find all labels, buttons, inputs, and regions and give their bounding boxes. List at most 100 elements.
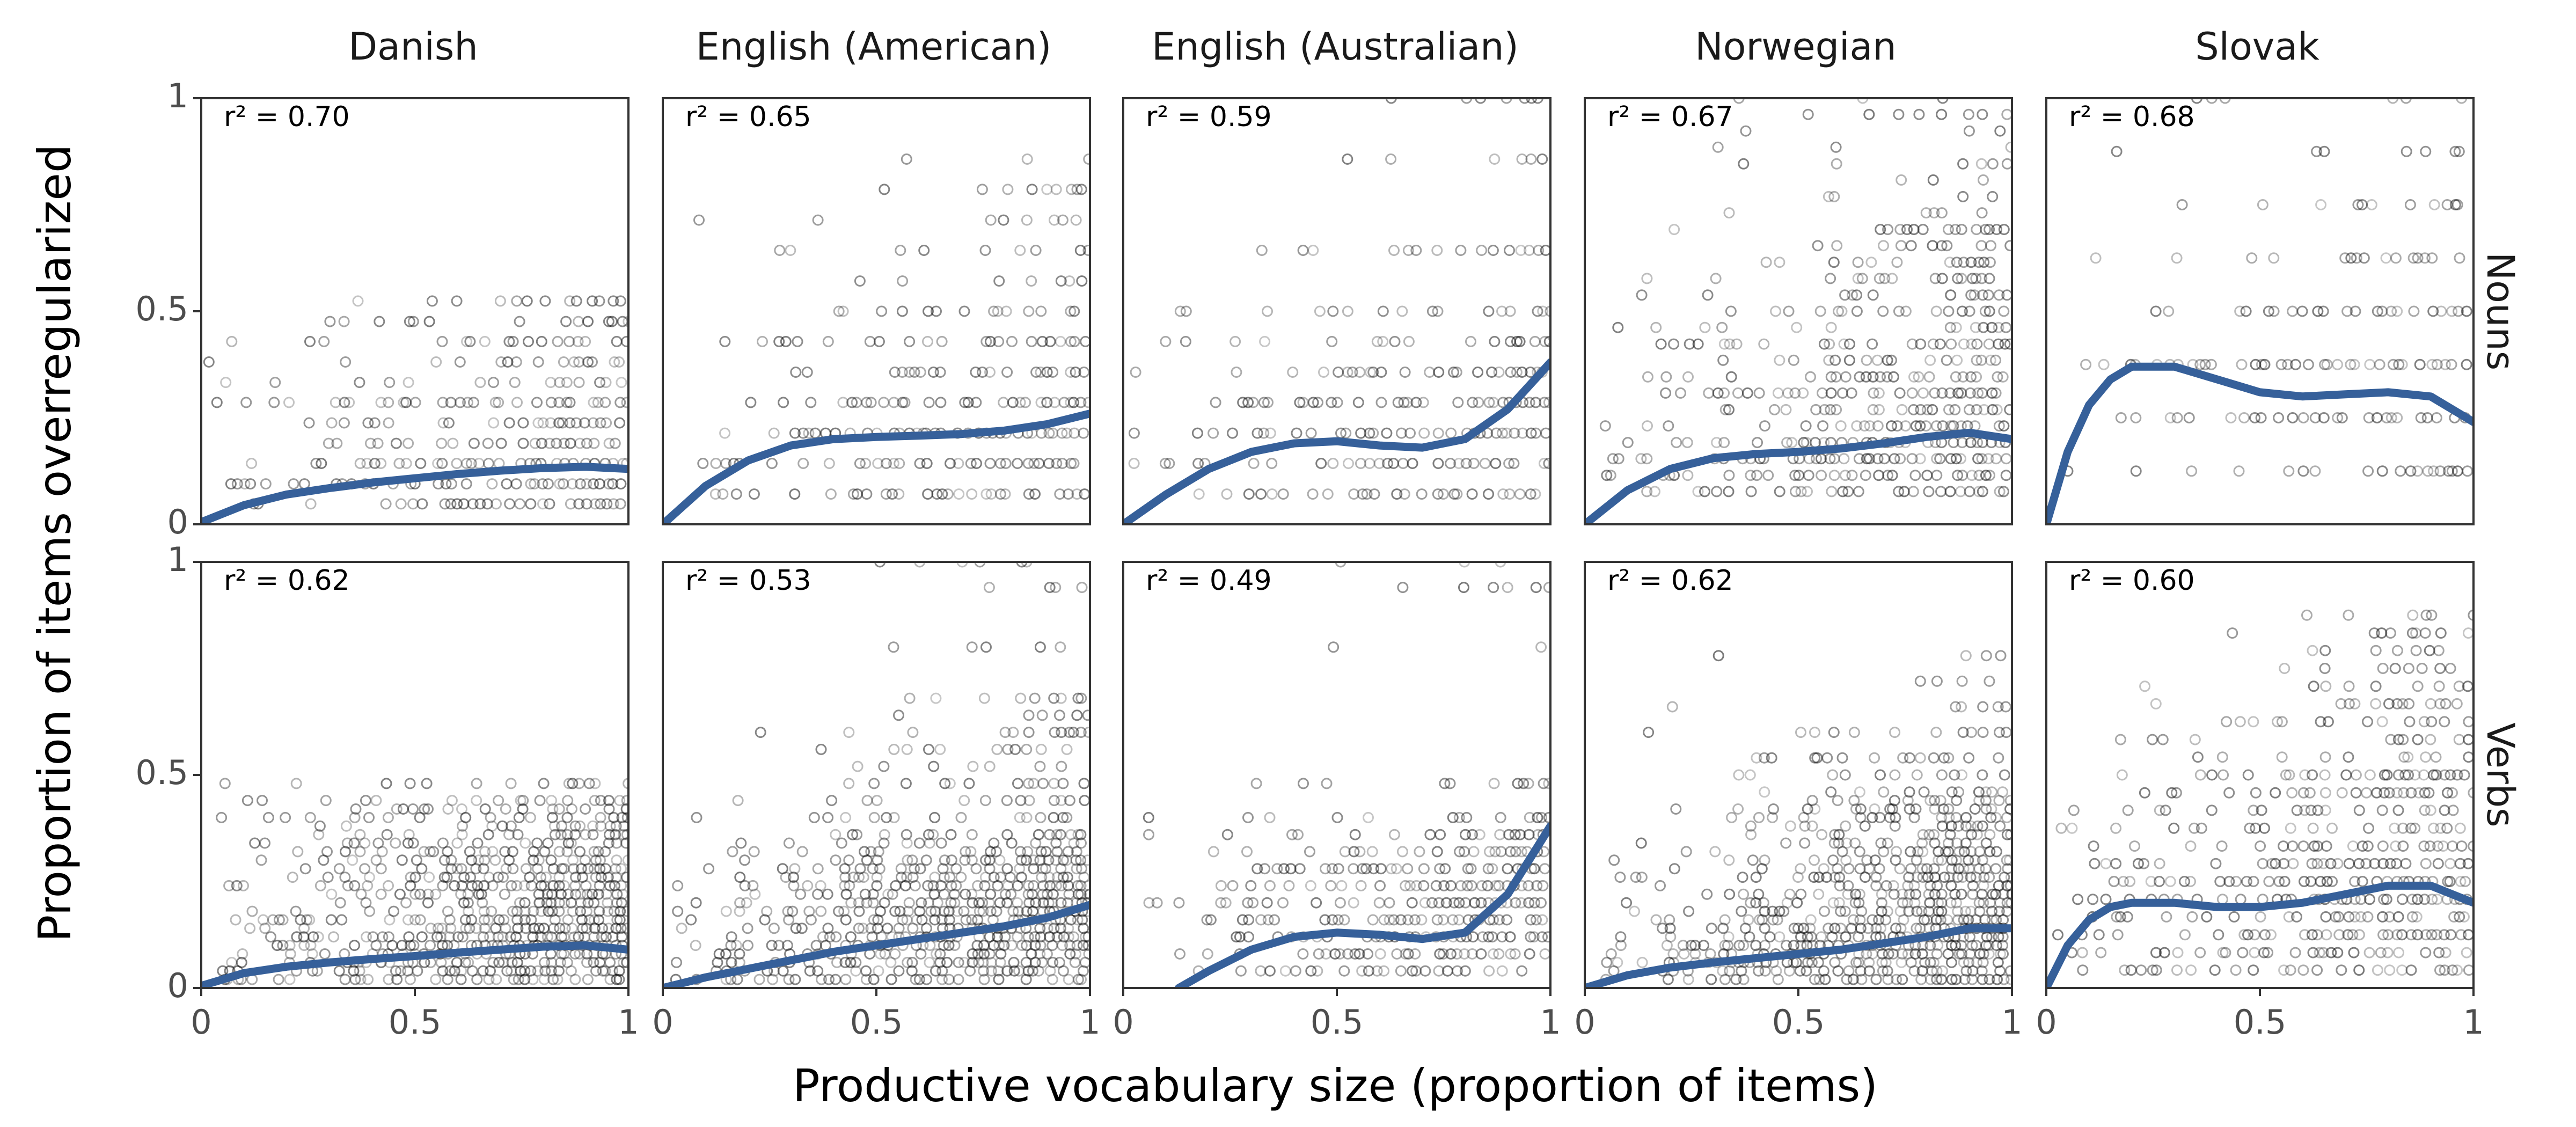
data-point <box>1237 397 1249 408</box>
data-point <box>852 488 863 500</box>
data-point <box>203 356 215 368</box>
data-point <box>812 965 824 977</box>
data-point <box>2446 305 2458 317</box>
data-point <box>1717 354 1729 366</box>
data-point <box>2308 840 2320 852</box>
data-point <box>2186 911 2198 923</box>
data-point <box>1832 863 1843 875</box>
data-point <box>888 397 900 408</box>
data-point <box>2434 465 2446 477</box>
data-point <box>1813 888 1825 900</box>
data-point <box>1495 811 1506 823</box>
data-point <box>1014 846 1026 858</box>
data-point <box>796 846 808 858</box>
data-point <box>781 940 793 952</box>
data-point <box>893 965 905 977</box>
data-point <box>1950 224 1961 236</box>
data-point <box>1821 872 1833 883</box>
data-point <box>2405 465 2417 477</box>
data-point <box>840 974 852 985</box>
data-point <box>910 974 921 985</box>
data-point <box>2391 929 2403 941</box>
data-point <box>1956 437 1968 449</box>
data-point <box>1933 897 1944 909</box>
data-point <box>583 914 595 926</box>
data-point <box>245 478 257 490</box>
data-point <box>2350 305 2361 317</box>
data-point <box>505 931 516 943</box>
data-point <box>888 641 899 653</box>
data-point <box>1192 458 1204 469</box>
data-point <box>709 488 721 500</box>
data-point <box>872 923 883 934</box>
data-point <box>409 872 421 883</box>
data-point <box>984 335 996 347</box>
data-point <box>400 397 412 408</box>
data-point <box>1987 158 1999 170</box>
data-point <box>2392 804 2404 816</box>
data-point <box>587 820 599 832</box>
data-point <box>1994 727 2005 738</box>
data-point <box>1061 743 1073 755</box>
data-point <box>2228 911 2240 923</box>
data-point <box>1605 948 1617 960</box>
data-point <box>1994 125 2006 137</box>
data-point <box>594 377 606 389</box>
data-point <box>999 727 1011 738</box>
data-point <box>972 948 984 960</box>
data-point <box>514 498 526 510</box>
data-point <box>853 905 865 917</box>
data-point <box>2272 716 2283 728</box>
data-point <box>1998 305 2010 317</box>
data-point <box>833 305 845 317</box>
data-point <box>1870 923 1882 934</box>
data-point <box>748 488 760 500</box>
data-point <box>943 974 955 985</box>
data-point <box>604 956 616 968</box>
data-point <box>900 778 912 789</box>
data-point <box>1055 897 1067 909</box>
data-point <box>1909 470 1921 481</box>
data-point <box>423 872 435 883</box>
data-point <box>1048 811 1059 823</box>
data-point <box>423 316 435 327</box>
data-point <box>517 803 529 815</box>
data-point <box>569 880 581 891</box>
data-point <box>1869 854 1881 866</box>
data-point <box>2343 680 2355 692</box>
data-point <box>1028 458 1040 469</box>
data-point <box>984 854 996 866</box>
data-point <box>494 295 506 307</box>
data-point <box>1077 940 1089 952</box>
data-point <box>2435 822 2447 834</box>
panel-nouns-english-american-r2-label: r² = 0.65 <box>685 101 811 133</box>
data-point <box>2400 858 2412 869</box>
data-point <box>934 948 946 960</box>
data-point <box>1904 786 1915 798</box>
data-point <box>2412 465 2424 477</box>
data-point <box>472 837 484 849</box>
data-point <box>1706 923 1717 934</box>
data-point <box>2391 305 2403 317</box>
data-point <box>601 498 613 510</box>
data-point <box>1050 854 1062 866</box>
data-point <box>858 872 869 883</box>
data-point <box>1453 914 1465 926</box>
data-point <box>595 795 606 807</box>
data-point <box>1014 811 1026 823</box>
data-point <box>1532 305 1543 317</box>
data-point <box>343 397 355 408</box>
data-point <box>1424 367 1436 378</box>
data-point <box>573 778 585 789</box>
data-point <box>1601 470 1613 481</box>
data-point <box>671 956 682 968</box>
x-tick-label: 0.5 <box>2234 1002 2287 1042</box>
data-point <box>539 846 551 858</box>
data-point <box>614 795 626 807</box>
data-point <box>1078 367 1090 378</box>
data-point <box>1022 931 1034 943</box>
data-point <box>1026 275 1037 287</box>
data-point <box>1083 153 1090 165</box>
data-point <box>462 397 473 408</box>
data-point <box>611 854 623 866</box>
